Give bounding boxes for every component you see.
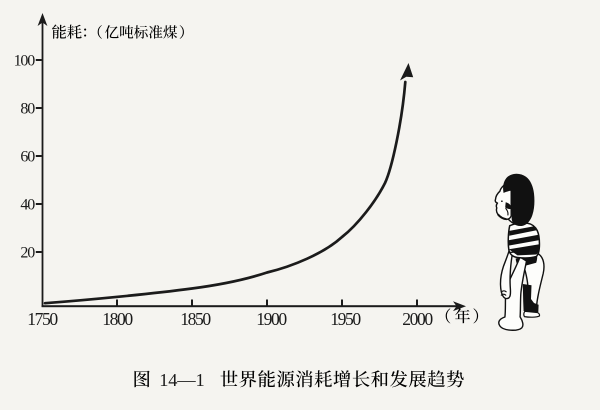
svg-text:1950: 1950 xyxy=(330,309,361,329)
svg-text:1900: 1900 xyxy=(256,309,287,329)
svg-text:20: 20 xyxy=(20,245,35,262)
svg-text:1850: 1850 xyxy=(180,309,211,329)
svg-text:1800: 1800 xyxy=(102,309,133,329)
svg-text:40: 40 xyxy=(20,197,35,214)
svg-text:100: 100 xyxy=(14,53,36,70)
svg-text:1750: 1750 xyxy=(27,309,58,329)
svg-text:2000: 2000 xyxy=(402,309,433,329)
svg-text:60: 60 xyxy=(20,149,35,166)
svg-text:14—1: 14—1 xyxy=(159,370,204,390)
svg-text:80: 80 xyxy=(20,101,35,118)
